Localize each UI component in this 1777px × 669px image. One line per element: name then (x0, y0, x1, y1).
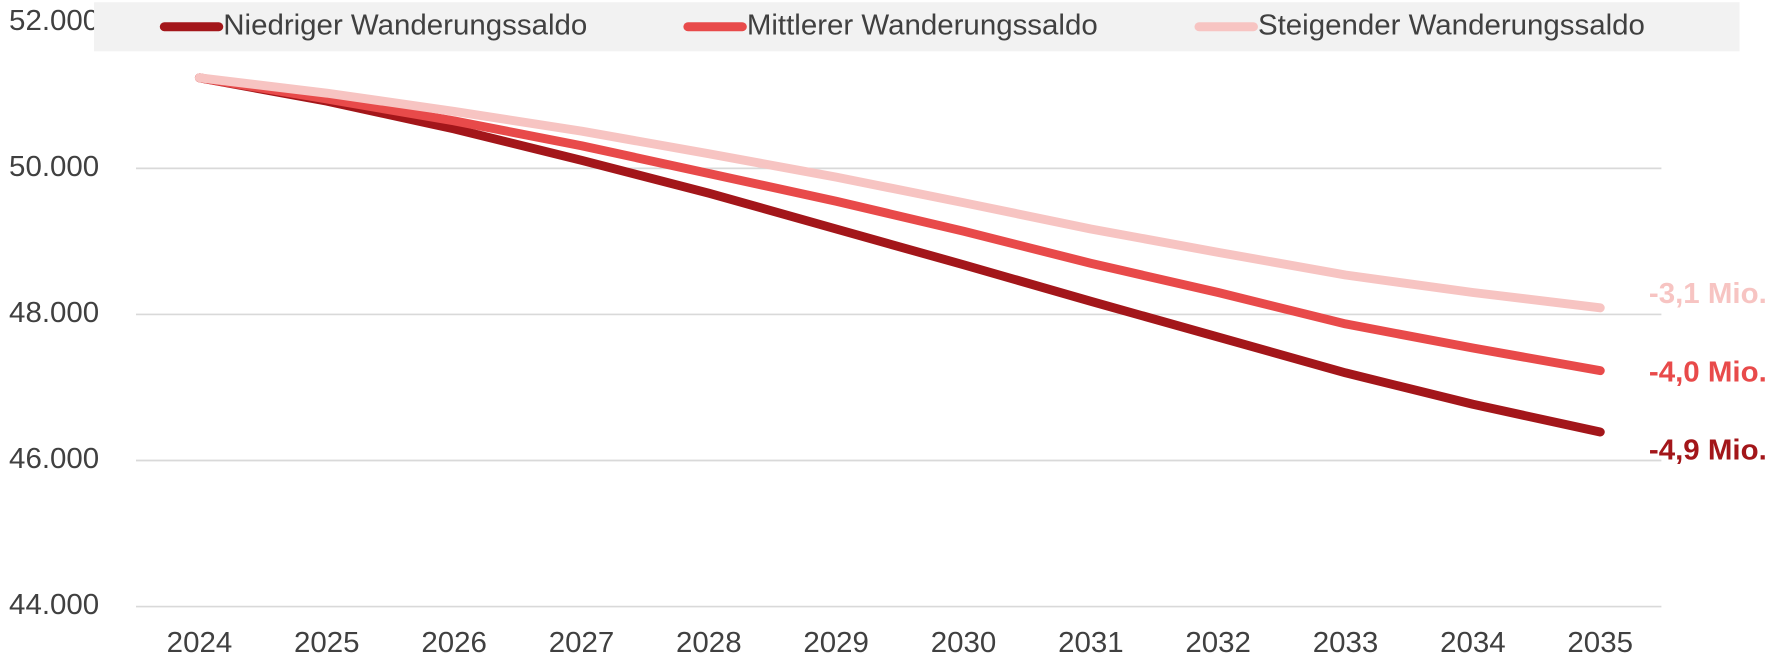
legend-label: Niedriger Wanderungssaldo (223, 10, 587, 42)
x-tick-label: 2032 (1185, 627, 1251, 659)
series-line (194, 73, 1605, 313)
x-tick-label: 2026 (421, 627, 487, 659)
x-tick-label: 2027 (549, 627, 615, 659)
y-tick-label: 50.000 (9, 151, 99, 183)
legend-box (94, 2, 1740, 52)
x-tick-label: 2031 (1058, 627, 1124, 659)
x-tick-label: 2024 (167, 627, 233, 659)
x-tick-label: 2034 (1440, 627, 1506, 659)
end-label: -4,9 Mio. (1649, 435, 1767, 467)
end-label: -4,0 Mio. (1649, 357, 1767, 389)
y-tick-label: 48.000 (9, 297, 99, 329)
y-tick-label: 52.000 (9, 5, 99, 37)
x-tick-label: 2035 (1567, 627, 1633, 659)
series-line (194, 73, 1605, 437)
legend-label: Mittlerer Wanderungssaldo (747, 10, 1098, 42)
x-tick-label: 2025 (294, 627, 360, 659)
x-tick-label: 2033 (1313, 627, 1379, 659)
legend-label: Steigender Wanderungssaldo (1258, 10, 1645, 42)
x-tick-label: 2029 (803, 627, 869, 659)
end-label: -3,1 Mio. (1649, 278, 1767, 310)
series-line (194, 73, 1605, 376)
y-tick-label: 44.000 (9, 589, 99, 621)
y-tick-label: 46.000 (9, 443, 99, 475)
x-tick-label: 2028 (676, 627, 742, 659)
x-tick-label: 2030 (931, 627, 997, 659)
